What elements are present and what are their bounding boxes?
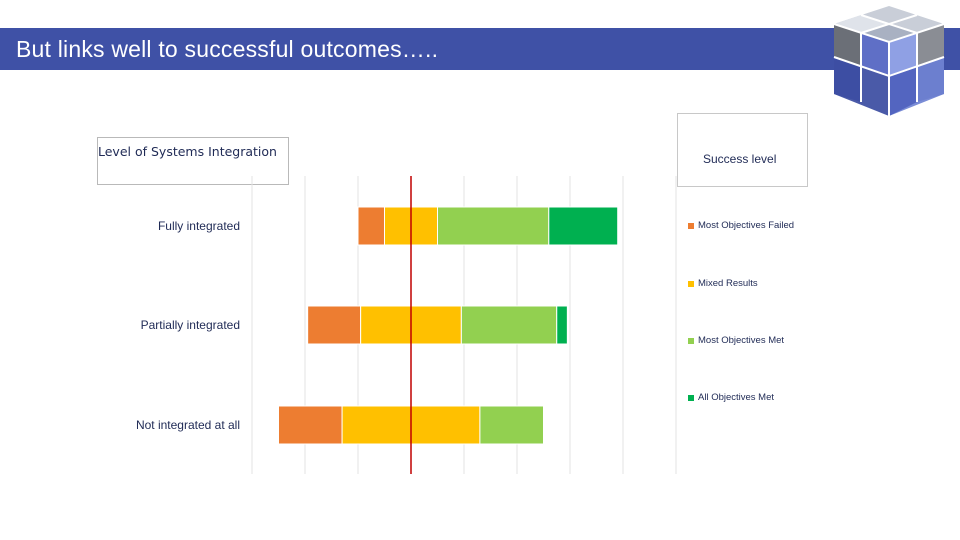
legend-item-mixed-results: Mixed Results	[688, 278, 758, 289]
legend-label: Most Objectives Failed	[698, 220, 795, 231]
bar-segment-most-objectives-failed	[357, 206, 385, 246]
bar-segment-most-objectives-failed	[307, 305, 362, 345]
category-label-not-integrated: Not integrated at all	[135, 418, 240, 432]
legend-swatch	[688, 280, 694, 287]
legend-swatch	[688, 394, 694, 401]
legend-title: Level of Systems Integration	[98, 144, 277, 159]
legend-item-most-objectives-failed: Most Objectives Failed	[688, 220, 794, 231]
bar-segment-all-objectives-met	[556, 305, 568, 345]
legend-item-all-objectives-met: All Objectives Met	[688, 392, 774, 403]
category-label-partially-integrated: Partially integrated	[140, 318, 240, 332]
legend-swatch	[688, 222, 694, 229]
title-bar	[0, 28, 960, 70]
legend-label: All Objectives Met	[698, 392, 775, 403]
legend-title-box	[97, 137, 289, 185]
legend-heading: Success level	[703, 152, 777, 166]
bar-segment-most-objectives-met	[460, 305, 558, 345]
legend-label: Most Objectives Met	[698, 335, 785, 346]
cube-logo-icon	[833, 6, 945, 116]
bar-segment-most-objectives-met	[437, 206, 550, 246]
bar-segment-all-objectives-met	[548, 206, 619, 246]
legend-item-most-objectives-met: Most Objectives Met	[688, 335, 784, 346]
category-label-fully-integrated: Fully integrated	[157, 219, 240, 233]
legend-heading-box	[677, 113, 808, 187]
slide-title: But links well to successful outcomes…..	[16, 36, 439, 62]
legend-swatch	[688, 337, 694, 344]
legend-label: Mixed Results	[698, 278, 758, 289]
bar-segment-most-objectives-failed	[278, 405, 343, 445]
bar-segment-most-objectives-met	[479, 405, 544, 445]
